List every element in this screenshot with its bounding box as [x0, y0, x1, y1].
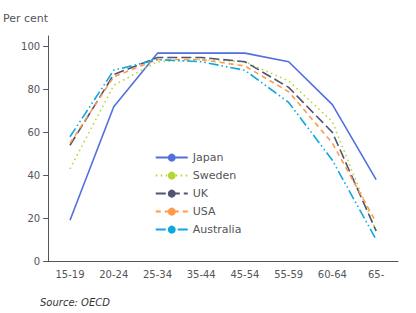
svg-text:60: 60 — [27, 127, 40, 138]
svg-text:UK: UK — [193, 187, 209, 200]
svg-text:45-54: 45-54 — [230, 269, 259, 280]
svg-text:80: 80 — [27, 84, 40, 95]
svg-text:40: 40 — [27, 170, 40, 181]
svg-text:Australia: Australia — [193, 223, 242, 236]
svg-text:Sweden: Sweden — [193, 169, 236, 182]
svg-text:Per cent: Per cent — [3, 12, 49, 25]
svg-text:20: 20 — [27, 213, 40, 224]
svg-text:25-34: 25-34 — [143, 269, 172, 280]
svg-text:15-19: 15-19 — [55, 269, 84, 280]
svg-text:35-44: 35-44 — [187, 269, 216, 280]
svg-text:Japan: Japan — [192, 151, 224, 164]
svg-text:0: 0 — [34, 256, 40, 267]
svg-text:55-59: 55-59 — [274, 269, 303, 280]
svg-text:USA: USA — [193, 205, 216, 218]
svg-text:60-64: 60-64 — [318, 269, 347, 280]
svg-text:100: 100 — [21, 41, 40, 52]
svg-text:65-: 65- — [368, 269, 385, 280]
svg-text:Source: OECD: Source: OECD — [40, 297, 110, 308]
svg-text:20-24: 20-24 — [99, 269, 128, 280]
